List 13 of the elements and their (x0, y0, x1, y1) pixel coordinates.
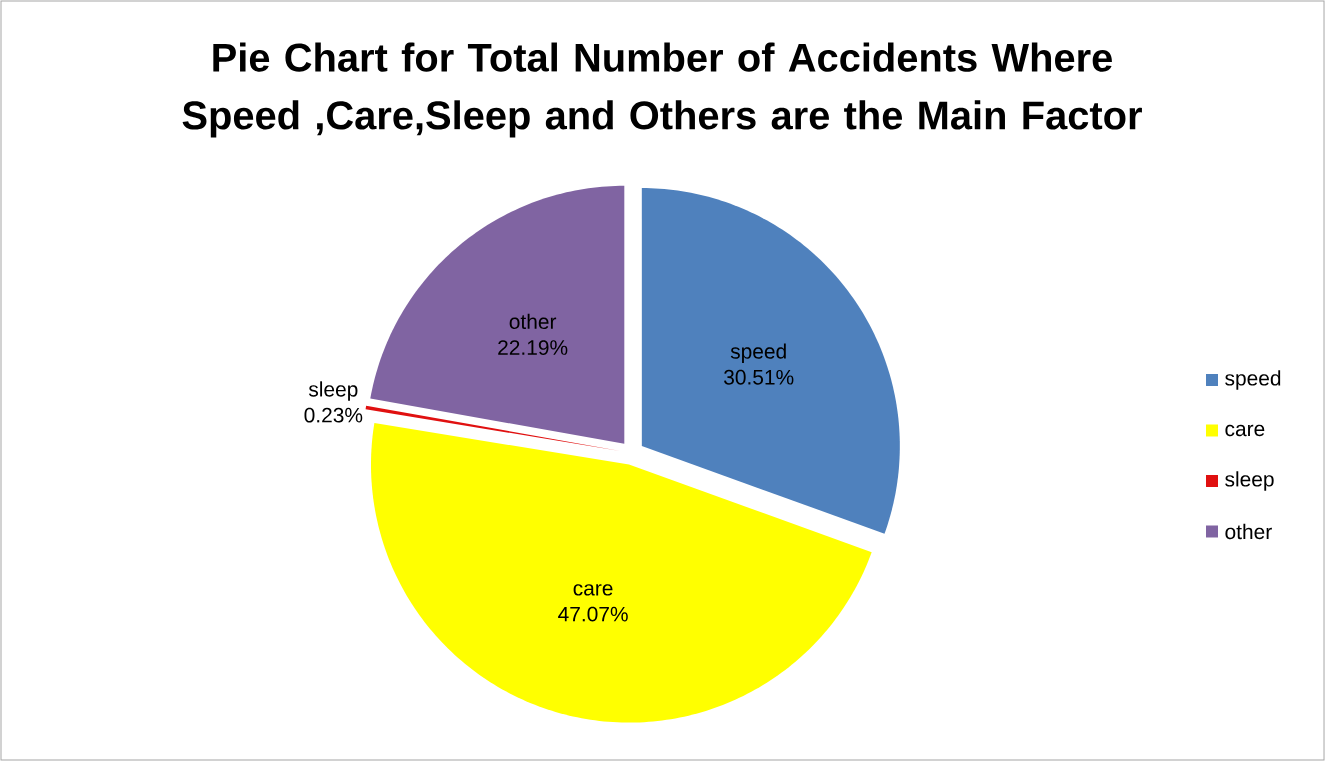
data-label: 47.07% (558, 606, 628, 622)
slice-label: care (573, 584, 613, 596)
data-label: 0.23% (304, 407, 363, 423)
legend-label: other (1225, 523, 1272, 540)
legend-label: speed (1225, 370, 1281, 390)
legend-label: sleep (1225, 471, 1274, 491)
data-label: 30.51% (724, 369, 794, 385)
legend-label: care (1225, 424, 1265, 437)
slice-label: sleep (308, 381, 358, 401)
slice-label: speed (730, 343, 786, 363)
slice-label: other (509, 313, 557, 330)
data-label: 22.19% (498, 340, 568, 355)
chart-title: Pie Chart for Total Number of Accidents Where Speed ,Care,Sleep and Others are the Main Factor (182, 42, 1142, 138)
